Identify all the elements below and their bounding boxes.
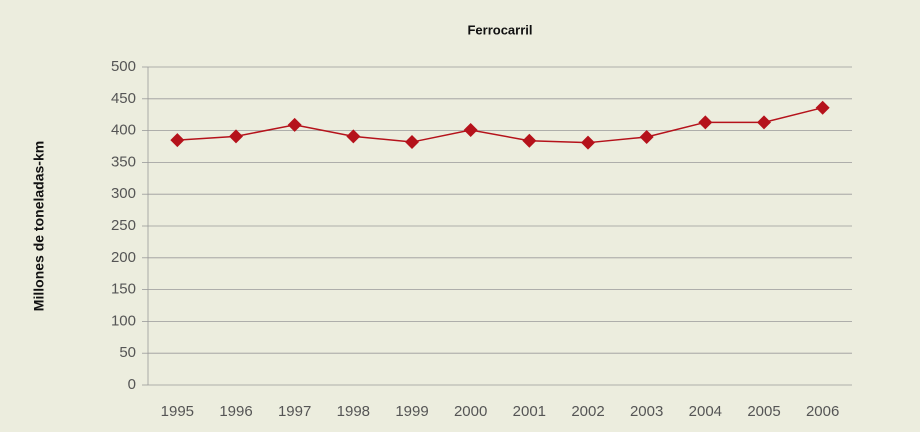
- y-tick-label: 0: [128, 376, 136, 393]
- x-tick-label: 2005: [747, 403, 780, 420]
- series-line: [177, 106, 823, 144]
- data-point: [346, 129, 361, 144]
- x-tick-label: 1999: [395, 403, 428, 420]
- y-tick-label: 50: [119, 344, 136, 361]
- data-point: [757, 115, 771, 130]
- y-tick-label: 100: [111, 312, 136, 329]
- x-tick-label: 2003: [630, 403, 663, 420]
- x-tick-label: 1995: [161, 403, 194, 420]
- chart-title: Ferrocarril: [467, 22, 532, 37]
- data-point: [463, 122, 478, 137]
- data-point: [581, 135, 595, 150]
- x-tick-label: 2004: [689, 403, 722, 420]
- x-tick-label: 2002: [571, 403, 604, 420]
- y-tick-label: 250: [111, 217, 136, 234]
- y-tick-label: 450: [111, 90, 136, 107]
- y-tick-label: 500: [111, 58, 136, 75]
- data-point: [170, 133, 185, 148]
- y-tick-label: 150: [111, 281, 136, 298]
- data-point: [522, 133, 537, 148]
- x-tick-label: 1998: [337, 403, 370, 420]
- data-point: [698, 115, 713, 130]
- y-axis-label: Millones de toneladas-km: [31, 141, 47, 311]
- data-point: [815, 100, 830, 115]
- data-point: [287, 117, 302, 132]
- x-tick-label: 2000: [454, 403, 487, 420]
- x-tick-label: 2006: [806, 403, 839, 420]
- data-point: [405, 135, 419, 150]
- data-point: [639, 129, 654, 144]
- y-tick-label: 350: [111, 153, 136, 170]
- y-tick-label: 300: [111, 185, 136, 202]
- y-tick-label: 200: [111, 249, 136, 266]
- x-tick-label: 2001: [513, 403, 546, 420]
- data-point: [229, 129, 243, 144]
- x-tick-label: 1996: [219, 403, 252, 420]
- y-tick-label: 400: [111, 122, 136, 139]
- x-tick-label: 1997: [278, 403, 311, 420]
